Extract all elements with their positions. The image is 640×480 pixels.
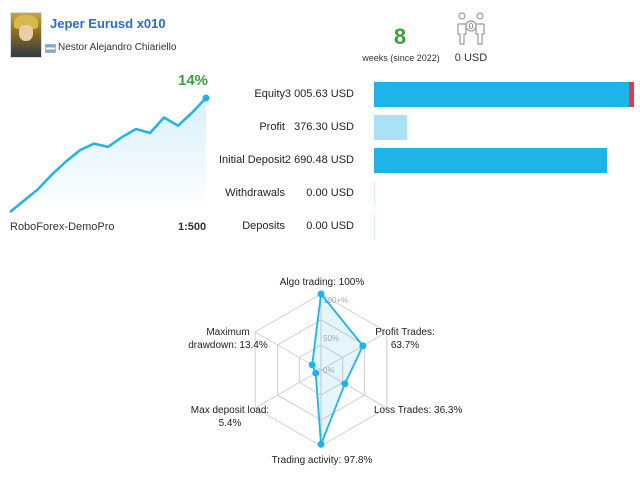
radar-axis-line — [320, 331, 388, 371]
radar-axis-label: Max deposit load: 5.4% — [190, 405, 270, 429]
stat-label: Deposits — [242, 220, 285, 232]
growth-line — [9, 97, 207, 213]
radar-point — [341, 380, 349, 388]
stat-value: 2 690.48 USD — [284, 154, 354, 166]
loss-marker — [629, 82, 634, 107]
radar-axis-label: Algo trading: 100% — [279, 277, 365, 288]
flag-icon — [45, 44, 56, 53]
stat-bar — [374, 148, 607, 173]
stat-bar — [374, 115, 407, 140]
radar-scale-label: 50% — [323, 334, 339, 343]
stat-label: Withdrawals — [225, 187, 285, 199]
radar-point — [317, 290, 325, 298]
signal-title[interactable]: Jeper Eurusd x010 — [50, 16, 166, 31]
growth-chart[interactable] — [8, 88, 212, 216]
radar-point — [359, 342, 367, 350]
broker-name[interactable]: RoboForex-DemoPro — [10, 221, 115, 233]
radar-polygon — [311, 291, 364, 445]
growth-percent: 14% — [178, 72, 209, 89]
stat-label: Equity — [254, 88, 285, 100]
growth-area — [10, 98, 206, 212]
weeks-caption: weeks (since 2022) — [362, 53, 440, 63]
weeks-count: 8 — [393, 24, 407, 49]
radar-point — [312, 369, 320, 377]
subscribers-funds: 0 USD — [454, 52, 488, 64]
radar-axis-label: Trading activity: 97.8% — [271, 455, 373, 466]
radar-chart: 100+% 50% 0% — [254, 290, 388, 448]
stat-bar — [374, 82, 634, 107]
stat-value: 3 005.63 USD — [284, 88, 354, 100]
radar-point — [317, 440, 325, 448]
leverage: 1:500 — [178, 221, 207, 233]
stat-value: 376.30 USD — [294, 121, 354, 133]
radar-axis-label: Profit Trades: 63.7% — [375, 327, 435, 351]
radar-points — [308, 290, 367, 448]
subscribers-icon: 0 — [457, 12, 485, 45]
avatar[interactable] — [10, 12, 42, 58]
author-name[interactable]: Nestor Alejandro Chiariello — [58, 42, 177, 53]
stat-label: Initial Deposit — [218, 154, 285, 166]
radar-scale: 100+% 50% 0% — [323, 296, 348, 375]
stat-bar — [374, 214, 375, 239]
radar-scale-label: 100+% — [323, 296, 348, 305]
radar-axis-label: Maximum drawdown: 13.4% — [188, 327, 268, 351]
radar-axis-line — [254, 369, 322, 409]
radar-axis-line — [320, 369, 388, 409]
subscribers-count: 0 — [469, 22, 474, 31]
radar-point — [308, 361, 316, 369]
stat-value: 0.00 USD — [306, 220, 354, 232]
stat-label: Profit — [259, 121, 285, 133]
stat-bar — [374, 181, 375, 206]
radar-axis-label: Loss Trades: 36.3% — [374, 405, 463, 416]
stat-value: 0.00 USD — [306, 187, 354, 199]
growth-end-point — [202, 94, 210, 102]
radar-scale-label: 0% — [323, 366, 335, 375]
